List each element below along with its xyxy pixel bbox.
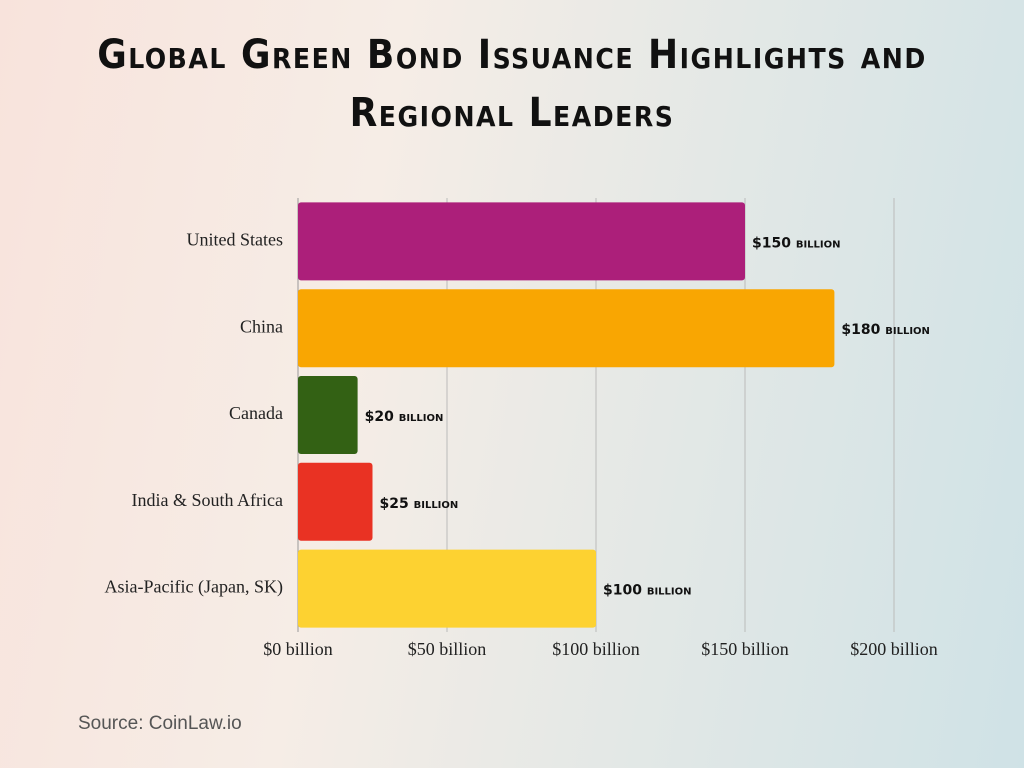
bar xyxy=(298,376,358,454)
bar xyxy=(298,462,373,541)
bar xyxy=(298,289,835,368)
y-tick-label: United States xyxy=(187,230,284,250)
value-label: $150 billion xyxy=(752,235,841,251)
value-label: $20 billion xyxy=(365,409,444,425)
x-tick-label: $100 billion xyxy=(552,639,640,659)
bar xyxy=(298,202,745,281)
value-label: $25 billion xyxy=(380,496,459,512)
x-tick-label: $50 billion xyxy=(408,639,487,659)
y-tick-label: India & South Africa xyxy=(132,490,283,510)
chart-title: Global Green Bond Issuance Highlights an… xyxy=(97,32,927,136)
bar xyxy=(298,549,596,628)
y-tick-label: China xyxy=(240,316,283,336)
source: Source: CoinLaw.io xyxy=(78,713,242,734)
x-tick-label: $150 billion xyxy=(701,639,789,659)
value-label: $100 billion xyxy=(603,583,692,599)
x-tick-label: $200 billion xyxy=(850,639,938,659)
y-tick-label: Canada xyxy=(229,403,283,423)
x-tick-label: $0 billion xyxy=(263,639,333,659)
value-label: $180 billion xyxy=(841,322,930,338)
y-tick-label: Asia-Pacific (Japan, SK) xyxy=(105,577,283,598)
